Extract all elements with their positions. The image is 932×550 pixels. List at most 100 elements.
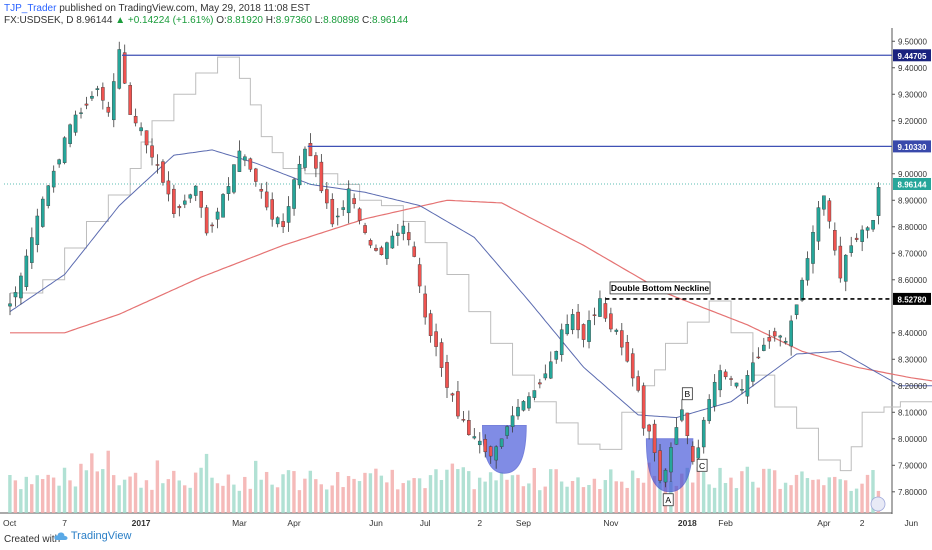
candle-down[interactable]: [417, 264, 422, 287]
candle-up[interactable]: [876, 187, 881, 216]
candle-down[interactable]: [150, 145, 154, 158]
point-a-label-box[interactable]: [662, 493, 674, 507]
candle-up[interactable]: [805, 258, 810, 281]
candle-down[interactable]: [172, 188, 176, 214]
candle-down[interactable]: [652, 423, 657, 453]
candle-up[interactable]: [30, 237, 34, 263]
candle-down[interactable]: [106, 106, 111, 113]
candle-up[interactable]: [346, 188, 351, 214]
candle-up[interactable]: [811, 232, 815, 264]
candle-down[interactable]: [827, 200, 832, 222]
candle-up[interactable]: [57, 159, 61, 165]
candle-down[interactable]: [325, 189, 329, 204]
candle-down[interactable]: [254, 168, 258, 182]
candle-up[interactable]: [385, 242, 389, 259]
candle-down[interactable]: [270, 199, 275, 220]
candle-up[interactable]: [62, 137, 67, 163]
candle-down[interactable]: [281, 221, 285, 228]
candle-down[interactable]: [603, 303, 608, 319]
candle-down[interactable]: [538, 382, 542, 385]
candle-up[interactable]: [527, 396, 531, 409]
candle-up[interactable]: [46, 185, 51, 206]
candle-down[interactable]: [379, 247, 384, 255]
candle-down[interactable]: [314, 155, 318, 169]
candle-up[interactable]: [237, 150, 242, 172]
candle-down[interactable]: [128, 85, 132, 115]
candle-up[interactable]: [35, 215, 40, 246]
candle-up[interactable]: [193, 185, 198, 196]
candle-up[interactable]: [745, 375, 750, 397]
candle-up[interactable]: [778, 335, 783, 338]
candle-up[interactable]: [516, 406, 520, 417]
candle-down[interactable]: [122, 52, 127, 84]
candle-down[interactable]: [691, 446, 695, 462]
candle-down[interactable]: [357, 208, 362, 221]
candle-down[interactable]: [461, 419, 466, 421]
candle-up[interactable]: [221, 194, 225, 218]
candle-down[interactable]: [630, 353, 635, 379]
candle-up[interactable]: [390, 235, 395, 249]
candle-up[interactable]: [90, 95, 94, 99]
candle-up[interactable]: [117, 49, 122, 89]
author-link[interactable]: TJP_Trader: [4, 3, 57, 14]
candle-up[interactable]: [335, 215, 340, 218]
candle-up[interactable]: [751, 362, 755, 382]
candle-up[interactable]: [232, 164, 236, 193]
candle-up[interactable]: [19, 275, 23, 299]
candle-up[interactable]: [734, 382, 739, 387]
candle-up[interactable]: [565, 324, 569, 335]
candle-up[interactable]: [226, 186, 231, 194]
candle-up[interactable]: [68, 124, 72, 144]
candle-up[interactable]: [510, 415, 515, 427]
candle-up[interactable]: [494, 446, 498, 461]
candle-up[interactable]: [505, 426, 509, 436]
candle-up[interactable]: [51, 170, 56, 188]
candle-down[interactable]: [767, 337, 772, 342]
candle-down[interactable]: [308, 142, 313, 157]
candle-up[interactable]: [297, 163, 302, 186]
candle-up[interactable]: [843, 254, 848, 282]
candle-down[interactable]: [248, 158, 253, 170]
candle-up[interactable]: [598, 298, 602, 317]
candle-up[interactable]: [79, 112, 83, 114]
candle-down[interactable]: [838, 245, 843, 279]
candle-up[interactable]: [303, 148, 307, 168]
candle-up[interactable]: [570, 314, 575, 331]
candle-down[interactable]: [636, 376, 640, 391]
candle-up[interactable]: [341, 207, 346, 210]
candle-up[interactable]: [554, 351, 559, 360]
candle-down[interactable]: [84, 103, 89, 106]
candle-up[interactable]: [521, 401, 526, 411]
point-c-label-box[interactable]: [696, 458, 708, 472]
candle-down[interactable]: [363, 225, 367, 233]
candle-up[interactable]: [669, 447, 673, 473]
candle-down[interactable]: [264, 191, 269, 208]
candle-up[interactable]: [783, 340, 788, 343]
neckline-annotation-box[interactable]: [609, 281, 711, 295]
candle-up[interactable]: [188, 194, 193, 199]
candle-down[interactable]: [833, 230, 837, 251]
candle-down[interactable]: [161, 161, 165, 183]
candle-down[interactable]: [641, 385, 646, 429]
candle-down[interactable]: [592, 314, 597, 316]
candle-up[interactable]: [532, 390, 537, 398]
candle-up[interactable]: [800, 279, 804, 301]
candle-down[interactable]: [685, 412, 690, 437]
candle-down[interactable]: [368, 240, 373, 246]
candle-up[interactable]: [614, 329, 619, 332]
candle-up[interactable]: [680, 409, 684, 421]
candle-down[interactable]: [144, 130, 149, 146]
candle-down[interactable]: [723, 371, 728, 378]
candle-up[interactable]: [816, 207, 821, 242]
candle-up[interactable]: [24, 255, 29, 287]
candle-down[interactable]: [581, 324, 586, 340]
indicator-badge-icon[interactable]: [870, 496, 886, 512]
candle-up[interactable]: [559, 329, 564, 356]
candle-down[interactable]: [625, 342, 630, 362]
candle-down[interactable]: [428, 313, 433, 336]
candle-up[interactable]: [849, 245, 854, 253]
candle-down[interactable]: [204, 207, 209, 234]
price-chart[interactable]: 9.44705 9.10330 8.52780 8.96144 9.50000 9.400…: [0, 28, 932, 528]
candle-up[interactable]: [789, 320, 793, 347]
candle-down[interactable]: [166, 180, 171, 195]
